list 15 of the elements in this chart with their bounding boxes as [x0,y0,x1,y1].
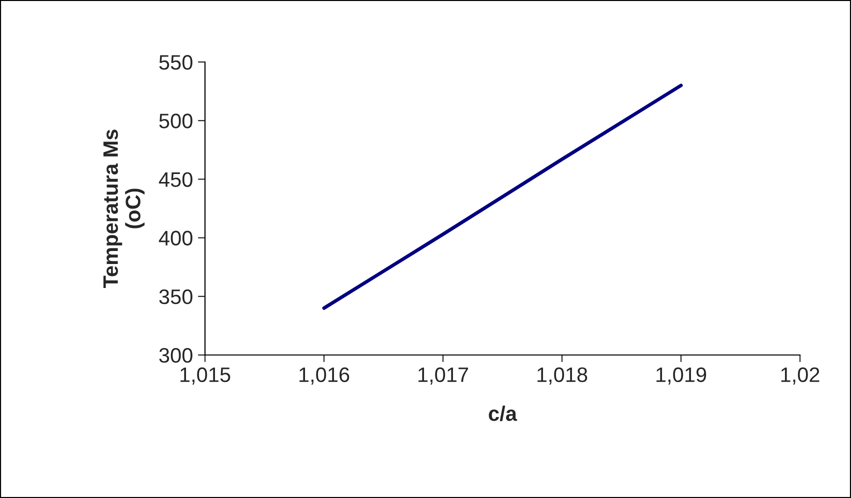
x-tick-label: 1,017 [418,367,468,385]
x-tick-label: 1,02 [781,367,820,385]
y-tick-label: 450 [158,172,192,187]
line-series [322,84,683,310]
y-tick-label: 350 [159,289,192,304]
x-tick-label: 1,018 [538,367,588,385]
y-tick-label: 400 [158,230,192,246]
y-axis-title: Temperatura Ms (oC) [103,130,145,288]
y-tick-label: 500 [159,114,192,128]
y-tick-label: 550 [159,55,192,70]
x-tick-label: 1,016 [300,367,350,385]
y-tick-label: 300 [159,348,192,363]
x-tick-label: 1,015 [180,367,230,385]
x-tick-label: 1,019 [656,367,706,385]
x-axis-title: c/a [488,406,518,422]
